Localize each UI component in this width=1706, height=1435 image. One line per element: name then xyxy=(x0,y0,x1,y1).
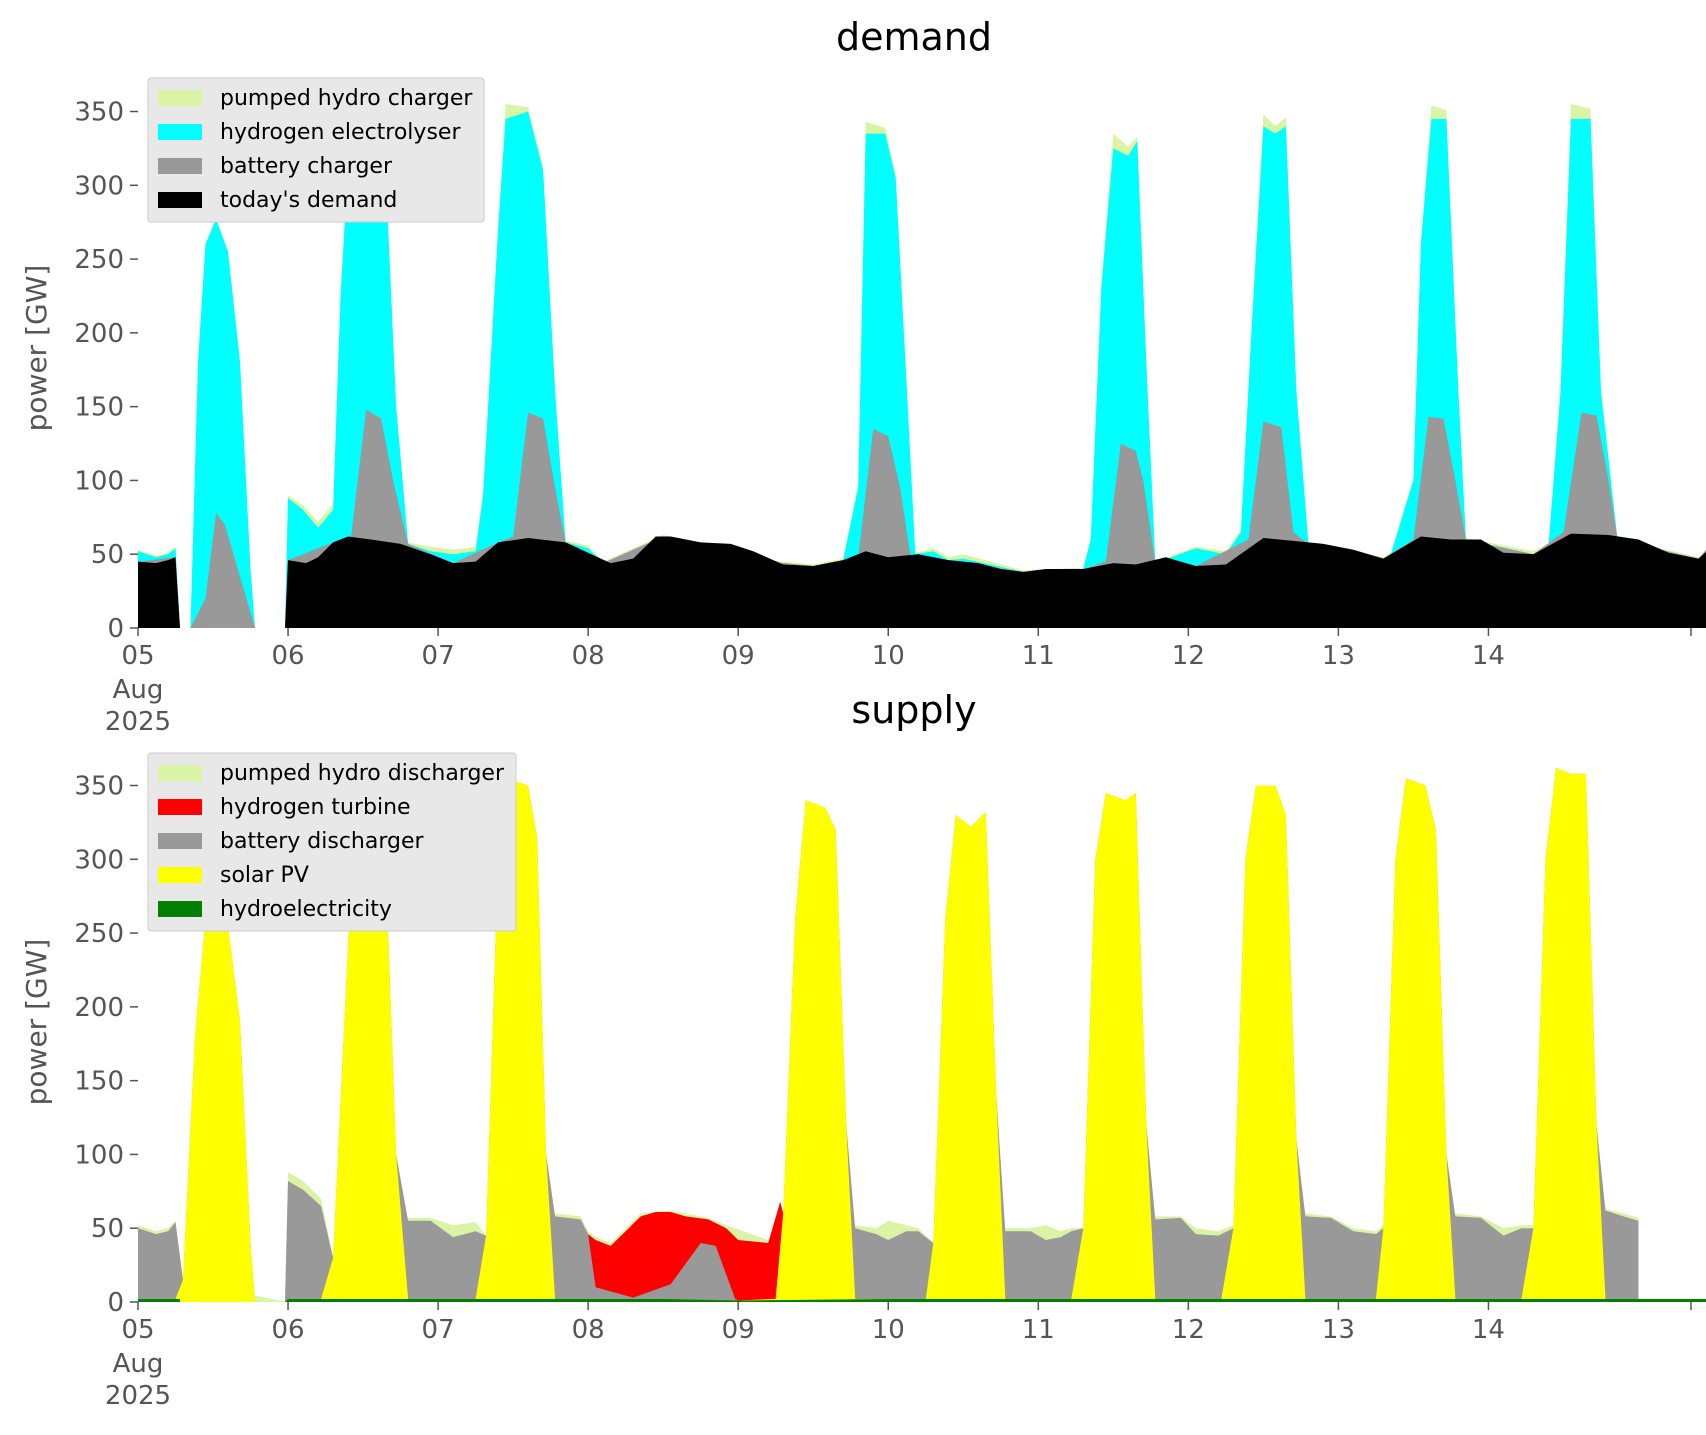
y-tick-label: 300 xyxy=(74,845,124,875)
demand-title: demand xyxy=(836,15,992,59)
supply-legend: pumped hydro discharger hydrogen turbine b… xyxy=(147,752,517,932)
demand-area-layers xyxy=(138,104,1706,628)
x-tick-label: 12 xyxy=(1172,641,1205,671)
legend-swatch xyxy=(158,799,202,815)
demand-legend: pumped hydro charger hydrogen electrolyse… xyxy=(147,77,485,223)
y-tick-label: 200 xyxy=(74,993,124,1023)
legend-swatch xyxy=(158,90,202,106)
legend-swatch xyxy=(158,124,202,140)
x-tick-label: 09 xyxy=(722,641,755,671)
supply-y-axis-label: power [GW] xyxy=(20,939,53,1106)
legend-swatch xyxy=(158,765,202,781)
x-tick-sublabel: Aug xyxy=(113,675,164,705)
y-tick-label: 0 xyxy=(107,614,124,644)
x-tick-label: 10 xyxy=(872,641,905,671)
x-tick-sublabel: 2025 xyxy=(105,1381,171,1411)
x-tick-label: 05 xyxy=(121,1315,154,1345)
x-tick-label: 06 xyxy=(272,1315,305,1345)
y-tick-label: 0 xyxy=(107,1288,124,1318)
legend-label: pumped hydro discharger xyxy=(220,761,505,786)
x-tick-sublabel: 2025 xyxy=(105,707,171,737)
x-tick-label: 14 xyxy=(1472,1315,1505,1345)
y-tick-label: 350 xyxy=(74,98,124,128)
area-hydrogen-turbine xyxy=(588,1201,784,1302)
y-tick-label: 50 xyxy=(91,540,124,570)
supply-title: supply xyxy=(851,688,976,732)
y-tick-label: 100 xyxy=(74,466,124,496)
legend-box xyxy=(147,77,485,223)
y-tick-label: 350 xyxy=(74,772,124,802)
legend-label: battery charger xyxy=(220,154,393,179)
area-hydroelectricity xyxy=(138,1299,1706,1302)
legend-swatch xyxy=(158,901,202,917)
y-tick-label: 150 xyxy=(74,1067,124,1097)
legend-swatch xyxy=(158,158,202,174)
legend-swatch xyxy=(158,192,202,208)
x-tick-label: 05 xyxy=(121,641,154,671)
x-tick-label: 08 xyxy=(572,641,605,671)
x-tick-label: 11 xyxy=(1022,641,1055,671)
legend-swatch xyxy=(158,833,202,849)
x-tick-label: 08 xyxy=(572,1315,605,1345)
legend-swatch xyxy=(158,867,202,883)
legend-label: battery discharger xyxy=(220,829,425,854)
legend-box xyxy=(147,752,517,932)
y-tick-label: 250 xyxy=(74,919,124,949)
x-tick-label: 14 xyxy=(1472,641,1505,671)
area-today-s-demand xyxy=(138,533,1706,628)
x-tick-label: 07 xyxy=(422,641,455,671)
x-tick-label: 13 xyxy=(1322,641,1355,671)
demand-y-axis-label: power [GW] xyxy=(20,265,53,432)
y-tick-label: 250 xyxy=(74,245,124,275)
x-tick-label: 13 xyxy=(1322,1315,1355,1345)
y-tick-label: 50 xyxy=(91,1214,124,1244)
x-tick-label: 12 xyxy=(1172,1315,1205,1345)
supply-panel: supply power [GW] 0501001502002503003500… xyxy=(20,688,1706,1411)
x-tick-label: 07 xyxy=(422,1315,455,1345)
legend-label: hydrogen electrolyser xyxy=(220,120,461,145)
y-tick-label: 200 xyxy=(74,319,124,349)
x-tick-label: 10 xyxy=(872,1315,905,1345)
x-tick-label: 09 xyxy=(722,1315,755,1345)
legend-label: solar PV xyxy=(220,863,309,888)
y-tick-label: 100 xyxy=(74,1140,124,1170)
legend-label: today's demand xyxy=(220,188,397,213)
demand-panel: demand power [GW] 0501001502002503003500… xyxy=(20,15,1706,737)
legend-label: hydrogen turbine xyxy=(220,795,411,820)
y-tick-label: 150 xyxy=(74,393,124,423)
area-solar-pv xyxy=(138,767,1706,1302)
legend-label: hydroelectricity xyxy=(220,897,392,922)
legend-label: pumped hydro charger xyxy=(220,86,473,111)
x-tick-label: 11 xyxy=(1022,1315,1055,1345)
x-tick-label: 06 xyxy=(272,641,305,671)
x-tick-sublabel: Aug xyxy=(113,1349,164,1379)
y-tick-label: 300 xyxy=(74,171,124,201)
